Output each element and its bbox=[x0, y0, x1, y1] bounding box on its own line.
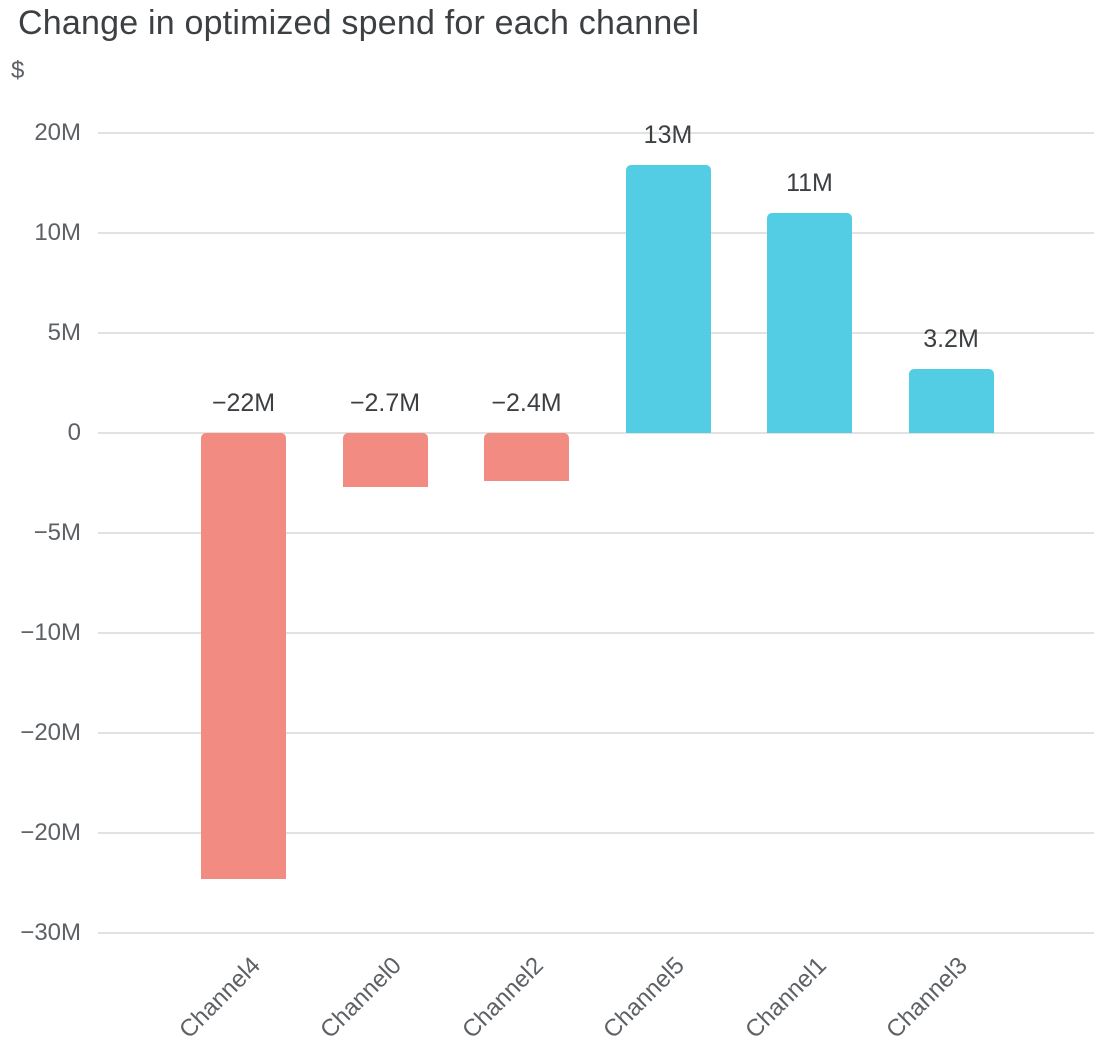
y-axis-tick-label: 10M bbox=[34, 219, 81, 246]
bar-value-label: 3.2M bbox=[923, 325, 979, 353]
gridline bbox=[98, 832, 1094, 834]
gridline bbox=[98, 632, 1094, 634]
bar-value-label: −2.7M bbox=[349, 389, 421, 417]
bar-channel4 bbox=[201, 433, 286, 879]
bar-value-label: −22M bbox=[211, 389, 276, 417]
bar-channel5 bbox=[625, 165, 711, 433]
x-axis-tick-label: Channel5 bbox=[598, 952, 691, 1044]
y-axis-tick-label: 20M bbox=[34, 119, 81, 146]
bar-value-label: 13M bbox=[643, 121, 693, 149]
y-axis-tick-label: 5M bbox=[47, 319, 81, 346]
gridline bbox=[98, 732, 1094, 734]
y-axis-tick-label: −30M bbox=[20, 919, 81, 946]
x-axis-tick-label: Channel4 bbox=[173, 952, 266, 1044]
gridline bbox=[98, 532, 1094, 534]
gridline bbox=[98, 132, 1094, 134]
y-axis-tick-label: −10M bbox=[20, 619, 81, 646]
y-axis-unit-label: $ bbox=[11, 57, 25, 84]
y-axis-tick-label: −20M bbox=[20, 819, 81, 846]
y-axis-tick-label: −20M bbox=[20, 719, 81, 746]
chart-title: Change in optimized spend for each chann… bbox=[18, 4, 700, 42]
gridline bbox=[98, 232, 1094, 234]
x-axis-tick-label: Channel0 bbox=[315, 952, 408, 1044]
bar-value-label: −2.4M bbox=[491, 389, 562, 417]
gridline bbox=[98, 932, 1094, 934]
x-axis-tick-label: Channel3 bbox=[881, 952, 974, 1044]
x-axis-tick-label: Channel1 bbox=[739, 952, 832, 1044]
gridline bbox=[98, 332, 1094, 334]
bar-channel2 bbox=[484, 433, 569, 481]
x-axis-tick-label: Channel2 bbox=[456, 952, 549, 1044]
y-axis-tick-label: −5M bbox=[33, 519, 81, 546]
gridline bbox=[98, 432, 1094, 434]
bar-channel0 bbox=[342, 433, 428, 487]
bar-channel3 bbox=[908, 369, 994, 433]
y-axis-tick-label: 0 bbox=[67, 419, 81, 446]
bar-value-label: 11M bbox=[786, 169, 833, 197]
bar-channel1 bbox=[767, 213, 852, 433]
